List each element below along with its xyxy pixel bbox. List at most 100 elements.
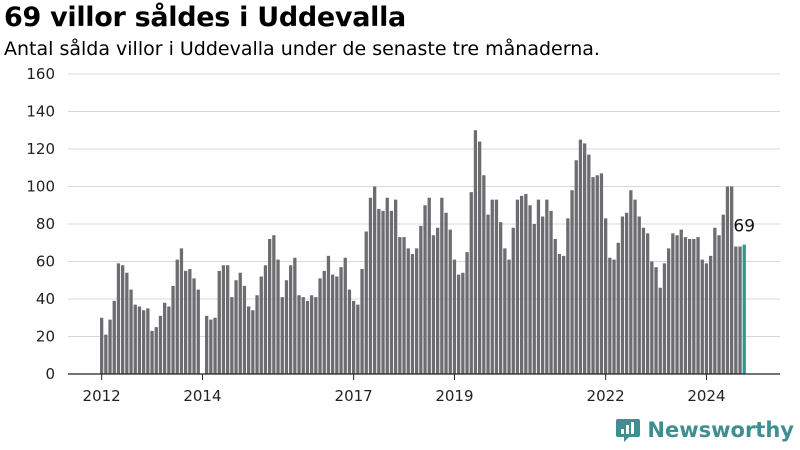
bar bbox=[310, 295, 314, 374]
bar bbox=[469, 192, 473, 374]
brand-logo: Newsworthy bbox=[615, 416, 794, 444]
bar bbox=[633, 199, 637, 374]
bar bbox=[427, 197, 431, 374]
bar bbox=[419, 225, 423, 374]
bar bbox=[507, 259, 511, 374]
bar bbox=[125, 272, 129, 374]
bar bbox=[595, 175, 599, 374]
bar bbox=[545, 199, 549, 374]
bar bbox=[520, 195, 524, 374]
bar bbox=[511, 227, 515, 374]
bar bbox=[436, 227, 440, 374]
bar bbox=[709, 255, 713, 374]
bar bbox=[444, 212, 448, 374]
bar bbox=[276, 259, 280, 374]
bar bbox=[255, 295, 259, 374]
bar bbox=[503, 248, 507, 374]
bar bbox=[221, 265, 226, 374]
y-tick-label: 20 bbox=[36, 328, 55, 346]
bar bbox=[658, 287, 662, 374]
bar bbox=[263, 265, 268, 374]
bar bbox=[599, 173, 604, 374]
bar bbox=[196, 289, 200, 374]
x-tick-label: 2022 bbox=[587, 387, 625, 405]
bar bbox=[268, 239, 272, 374]
bar bbox=[398, 237, 402, 374]
bar bbox=[499, 222, 503, 374]
bar bbox=[704, 263, 709, 374]
bar bbox=[730, 186, 734, 374]
bar bbox=[683, 237, 688, 374]
bar bbox=[654, 267, 658, 374]
bar bbox=[608, 257, 612, 374]
axes: 0 20 40 60 80 100 120 140 160 2012 2014 2017 2019 202… bbox=[26, 65, 780, 405]
bar bbox=[104, 334, 108, 374]
bar bbox=[566, 218, 570, 374]
bar bbox=[482, 175, 486, 374]
bar bbox=[473, 130, 478, 374]
bar bbox=[381, 210, 385, 374]
bar bbox=[352, 300, 356, 374]
bar bbox=[440, 197, 444, 374]
bar bbox=[297, 295, 301, 374]
bar bbox=[410, 254, 415, 374]
bar bbox=[679, 229, 683, 374]
bar-chart-icon bbox=[616, 419, 641, 442]
bar bbox=[536, 199, 541, 374]
bar bbox=[368, 197, 373, 374]
bar bbox=[150, 330, 154, 374]
y-tick-label: 60 bbox=[36, 253, 55, 271]
bar bbox=[402, 237, 406, 374]
bar bbox=[641, 227, 646, 374]
bars bbox=[100, 130, 746, 374]
bar bbox=[318, 278, 322, 374]
bar bbox=[738, 246, 742, 374]
bar bbox=[322, 270, 326, 374]
bar bbox=[532, 224, 536, 374]
bar bbox=[142, 310, 146, 374]
bar bbox=[448, 229, 452, 374]
bar bbox=[188, 269, 192, 374]
bar bbox=[557, 254, 562, 374]
bar bbox=[184, 270, 188, 374]
bar bbox=[360, 269, 364, 374]
bar bbox=[389, 210, 394, 374]
bar bbox=[226, 265, 230, 374]
bar bbox=[179, 248, 184, 374]
bar bbox=[452, 259, 457, 374]
bar bbox=[515, 199, 520, 374]
bar bbox=[394, 199, 398, 374]
bar bbox=[612, 259, 616, 374]
bar bbox=[217, 270, 221, 374]
bar bbox=[528, 205, 532, 374]
bar bbox=[272, 235, 276, 374]
brand-name: Newsworthy bbox=[647, 418, 794, 442]
x-tick-label: 2014 bbox=[183, 387, 221, 405]
bar bbox=[339, 267, 343, 374]
bar bbox=[625, 212, 629, 374]
bar bbox=[230, 297, 234, 374]
bar bbox=[721, 214, 725, 374]
bar bbox=[541, 216, 545, 374]
bar bbox=[734, 246, 738, 374]
bar bbox=[461, 272, 465, 374]
bar bbox=[688, 239, 692, 374]
bar bbox=[175, 259, 179, 374]
bar bbox=[347, 289, 352, 374]
bar bbox=[616, 242, 620, 374]
bar bbox=[137, 306, 142, 374]
bar bbox=[154, 327, 158, 374]
bar bbox=[675, 235, 679, 374]
x-tick-label: 2019 bbox=[435, 387, 473, 405]
bar bbox=[205, 315, 209, 374]
page-subtitle: Antal sålda villor i Uddevalla under de … bbox=[4, 38, 600, 60]
bar bbox=[692, 239, 696, 374]
bar bbox=[108, 319, 112, 374]
bar bbox=[583, 143, 587, 374]
bar bbox=[301, 297, 305, 374]
bar bbox=[377, 209, 381, 374]
bar bbox=[725, 186, 730, 374]
bar bbox=[574, 160, 578, 374]
bar bbox=[629, 190, 633, 374]
